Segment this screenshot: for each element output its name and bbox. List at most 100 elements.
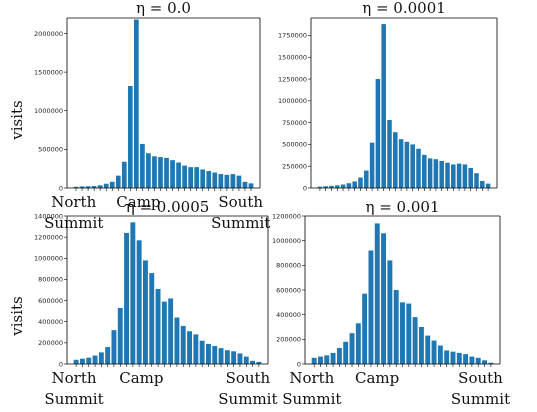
bar-14: [155, 288, 161, 364]
bar-1: [311, 357, 317, 364]
bar-20: [188, 167, 194, 188]
bar-16: [406, 303, 412, 364]
bar-22: [205, 343, 211, 364]
y-tick-label: 1200000: [272, 212, 301, 220]
bar-1: [73, 359, 79, 364]
chart-panel-3: η = 0.0005 0 200000 400000 600000 800000 10000…: [8, 198, 278, 408]
bar-17: [412, 317, 418, 364]
bar-18: [416, 148, 421, 188]
bar-29: [250, 360, 255, 364]
chart-title: η = 0.001: [365, 198, 439, 216]
bar-25: [218, 174, 224, 188]
category-label: South Summit: [218, 369, 277, 408]
bar-10: [369, 142, 375, 188]
y-tick-label: 200000: [276, 336, 301, 344]
category-label: North Summit: [44, 369, 103, 408]
bar-15: [400, 302, 405, 364]
bar-6: [343, 341, 349, 364]
y-tick-label: 500000: [38, 146, 63, 154]
bar-27: [475, 357, 481, 364]
bar-13: [387, 260, 393, 364]
bar-4: [335, 185, 340, 188]
category-label: South Summit: [211, 193, 270, 232]
y-tick-label: 1500000: [34, 68, 63, 76]
bar-3: [329, 185, 334, 188]
bar-9: [364, 170, 369, 188]
bar-19: [425, 335, 431, 364]
bar-15: [158, 157, 163, 188]
bar-25: [463, 354, 469, 364]
y-tick-label: 0: [59, 184, 63, 192]
bar-29: [488, 362, 494, 364]
bar-14: [393, 132, 398, 188]
bar-12: [140, 143, 145, 188]
y-tick-label: 750000: [282, 119, 307, 127]
bar-19: [422, 154, 427, 188]
category-label: Camp: [119, 369, 163, 387]
bar-2: [79, 186, 85, 188]
bar-10: [127, 86, 133, 188]
bar-11: [374, 223, 380, 364]
bar-21: [194, 167, 200, 188]
bar-30: [485, 183, 491, 188]
bar-17: [410, 144, 415, 188]
bar-7: [111, 330, 117, 364]
bar-25: [456, 163, 462, 188]
bar-28: [243, 356, 249, 364]
bar-11: [136, 240, 142, 364]
y-axis-label: visits: [8, 296, 26, 337]
chart-title: η = 0.0005: [126, 198, 210, 216]
chart-panel-2: η = 0.0001 0 250000 500000 750000 1000000 1250…: [278, 0, 498, 192]
axis-spine: [66, 216, 268, 365]
bar-4: [92, 355, 98, 364]
bar-27: [468, 167, 473, 188]
bar-18: [176, 162, 181, 188]
bar-28: [474, 173, 479, 188]
bar-2: [318, 356, 323, 364]
bar-22: [444, 350, 450, 364]
bar-8: [117, 307, 123, 364]
bar-23: [450, 351, 456, 364]
bar-7: [352, 181, 357, 188]
bar-24: [218, 348, 224, 364]
axis-spine: [66, 18, 260, 189]
bar-19: [182, 165, 187, 188]
bar-21: [433, 159, 439, 188]
y-tick-label: 1400000: [34, 212, 63, 220]
bar-6: [346, 183, 352, 188]
bar-5: [336, 347, 342, 364]
bar-30: [256, 361, 262, 364]
bar-9: [362, 293, 368, 364]
category-label: Camp: [355, 369, 399, 387]
bar-11: [134, 19, 139, 188]
y-tick-label: 600000: [38, 297, 63, 305]
y-tick-label: 250000: [282, 163, 307, 171]
bar-21: [437, 345, 443, 364]
bar-2: [323, 186, 328, 188]
bar-3: [324, 355, 330, 364]
bar-9: [124, 232, 129, 364]
y-tick-label: 1000000: [34, 107, 63, 115]
bar-1: [317, 186, 323, 188]
bar-21: [199, 340, 205, 364]
bar-22: [439, 160, 444, 188]
bar-14: [152, 156, 157, 188]
category-label: South Summit: [451, 369, 510, 408]
bar-4: [330, 352, 336, 364]
bar-20: [427, 158, 433, 188]
axis-spine: [310, 18, 497, 189]
y-tick-label: 1200000: [34, 233, 63, 241]
bar-14: [393, 290, 399, 364]
bar-11: [375, 79, 381, 188]
y-tick-label: 0: [297, 360, 301, 368]
bar-12: [381, 24, 386, 188]
bar-26: [469, 356, 475, 364]
bar-2: [79, 358, 85, 364]
bar-20: [431, 340, 437, 364]
chart-title: η = 0.0: [136, 0, 191, 17]
y-tick-label: 1500000: [278, 54, 307, 62]
bar-5: [340, 184, 346, 188]
y-tick-label: 200000: [38, 339, 63, 347]
y-tick-label: 2000000: [34, 30, 63, 38]
